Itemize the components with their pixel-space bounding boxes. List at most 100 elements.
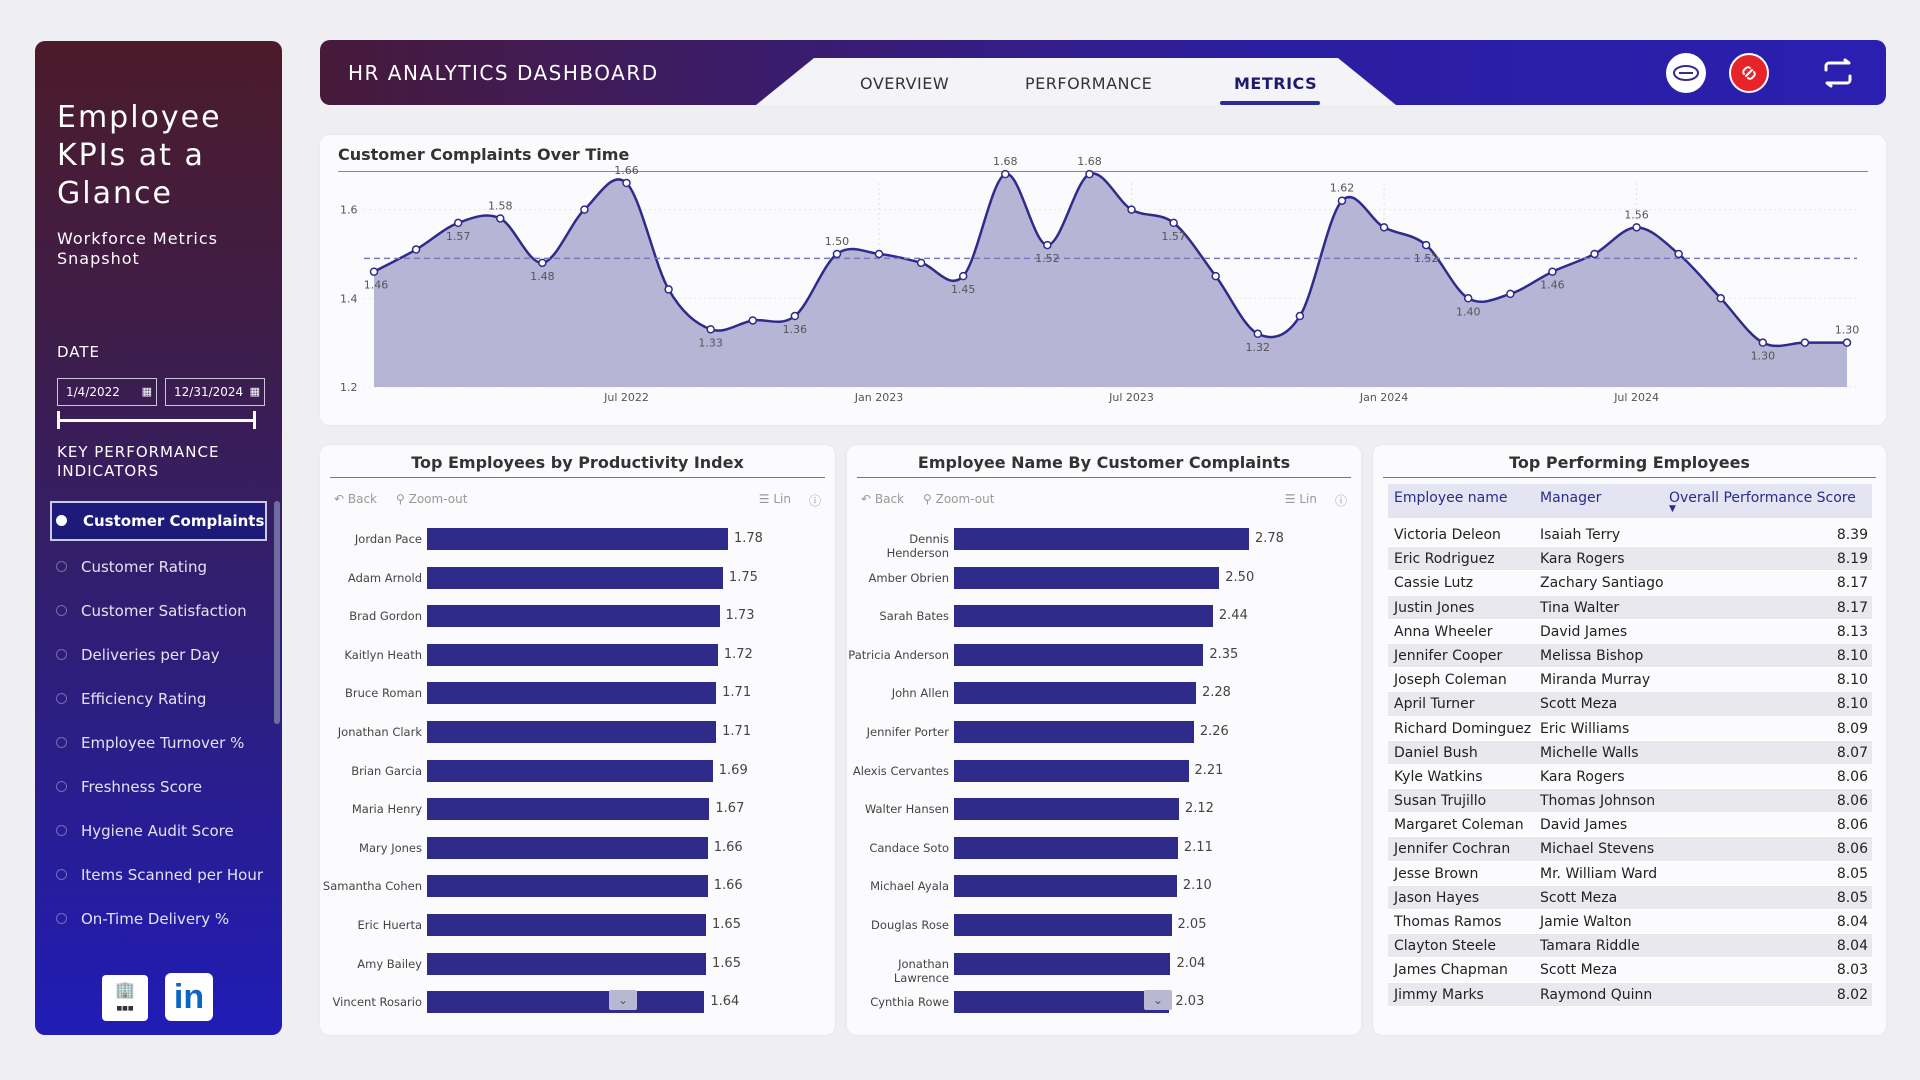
bar[interactable] xyxy=(427,528,728,550)
bar[interactable] xyxy=(954,682,1196,705)
bar-row[interactable]: Bruce Roman 1.71 xyxy=(320,681,835,705)
bar[interactable] xyxy=(954,836,1178,859)
data-point[interactable] xyxy=(1253,329,1263,339)
data-point[interactable] xyxy=(538,258,547,268)
data-point[interactable] xyxy=(748,316,758,325)
table-row[interactable]: Thomas Ramos Jamie Walton 8.04 xyxy=(1388,910,1872,935)
bar-row[interactable]: Jennifer Porter 2.26 xyxy=(847,720,1361,744)
bar-row[interactable]: Jonathan Lawrence 2.04 xyxy=(847,952,1361,985)
kpi-item[interactable]: Deliveries per Day xyxy=(50,633,275,677)
table-row[interactable]: Joseph Coleman Miranda Murray 8.10 xyxy=(1388,668,1872,693)
table-row[interactable]: Susan Trujillo Thomas Johnson 8.06 xyxy=(1388,789,1872,814)
data-point[interactable] xyxy=(1085,169,1094,179)
bar[interactable] xyxy=(427,682,717,705)
data-point[interactable] xyxy=(1590,249,1599,259)
chevron-down-icon[interactable]: ⌄ xyxy=(609,990,637,1010)
bar[interactable] xyxy=(954,528,1249,550)
lin-button[interactable]: ☰ Lin xyxy=(759,492,791,506)
bar-row[interactable]: Samantha Cohen 1.66 xyxy=(320,874,835,898)
table-row[interactable]: Victoria Deleon Isaiah Terry 8.39 xyxy=(1388,523,1872,548)
table-row[interactable]: Jesse Brown Mr. William Ward 8.05 xyxy=(1388,862,1872,886)
data-point[interactable] xyxy=(1379,223,1389,232)
data-point[interactable] xyxy=(874,249,884,259)
data-point[interactable] xyxy=(916,258,926,268)
kpi-item[interactable]: Hygiene Audit Score xyxy=(50,809,275,853)
table-row[interactable]: Eric Rodriguez Kara Rogers 8.19 xyxy=(1388,547,1872,572)
date-calendar-icon[interactable]: ▦ xyxy=(141,385,152,398)
bar[interactable] xyxy=(954,914,1172,936)
data-point[interactable] xyxy=(1716,294,1725,303)
data-point[interactable] xyxy=(1169,218,1178,228)
linkedin-icon[interactable]: in xyxy=(165,973,213,1021)
table-row[interactable]: Cassie Lutz Zachary Santiago 8.17 xyxy=(1388,571,1872,596)
lin-button[interactable]: ☰ Lin xyxy=(1285,492,1317,506)
bar-row[interactable]: Patricia Anderson 2.35 xyxy=(847,643,1361,667)
data-point[interactable] xyxy=(1337,196,1347,205)
data-point[interactable] xyxy=(664,285,673,294)
data-point[interactable] xyxy=(1001,169,1010,179)
bar-row[interactable]: John Allen 2.28 xyxy=(847,681,1361,705)
bar-row[interactable]: Adam Arnold 1.75 xyxy=(320,566,835,590)
badge-icon[interactable] xyxy=(1666,53,1706,93)
bar[interactable] xyxy=(427,875,708,898)
table-row[interactable]: Jimmy Marks Raymond Quinn 8.02 xyxy=(1388,982,1872,1007)
tab-metrics[interactable]: METRICS xyxy=(1234,74,1318,93)
bar-row[interactable]: Sarah Bates 2.44 xyxy=(847,604,1361,628)
data-point[interactable] xyxy=(1674,249,1683,259)
back-button[interactable]: ↶ Back xyxy=(334,492,377,506)
kpi-item[interactable]: Employee Turnover % xyxy=(50,721,275,765)
data-point[interactable] xyxy=(1295,311,1305,321)
table-row[interactable]: April Turner Scott Meza 8.10 xyxy=(1388,692,1872,717)
bar[interactable] xyxy=(954,952,1171,975)
data-point[interactable] xyxy=(958,271,968,281)
brand-logo-icon[interactable]: 🏢 ■■■ xyxy=(102,975,148,1021)
column-header-manager[interactable]: Manager xyxy=(1540,490,1602,506)
kpi-item[interactable]: Freshness Score xyxy=(50,765,275,809)
back-button[interactable]: ↶ Back xyxy=(861,492,904,506)
zoom-out-button[interactable]: ⚲ Zoom-out xyxy=(396,492,467,506)
data-point[interactable] xyxy=(1758,338,1768,347)
bar[interactable] xyxy=(427,759,713,782)
bar-row[interactable]: Amy Bailey 1.65 xyxy=(320,952,835,976)
bar-row[interactable]: Walter Hansen 2.12 xyxy=(847,797,1361,821)
tab-performance[interactable]: PERFORMANCE xyxy=(1025,74,1153,93)
data-point[interactable] xyxy=(1842,338,1852,347)
bar[interactable] xyxy=(427,952,707,975)
data-point[interactable] xyxy=(1632,223,1641,232)
tab-overview[interactable]: OVERVIEW xyxy=(860,74,950,93)
table-row[interactable]: Justin Jones Tina Walter 8.17 xyxy=(1388,595,1872,620)
help-icon[interactable]: ⓘ xyxy=(1334,494,1347,508)
data-point[interactable] xyxy=(1548,267,1557,276)
data-point[interactable] xyxy=(790,311,800,321)
bar[interactable] xyxy=(954,721,1194,743)
kpi-item[interactable]: On-Time Delivery % xyxy=(50,897,275,941)
data-point[interactable] xyxy=(1506,289,1515,299)
bar-row[interactable]: Mary Jones 1.66 xyxy=(320,836,835,860)
table-row[interactable]: Jason Hayes Scott Meza 8.05 xyxy=(1388,885,1872,910)
bar[interactable] xyxy=(427,605,720,628)
table-row[interactable]: Clayton Steele Tamara Riddle 8.04 xyxy=(1388,934,1872,959)
bar-row[interactable]: Douglas Rose 2.05 xyxy=(847,913,1361,937)
bar[interactable] xyxy=(954,798,1179,821)
date-end-input[interactable]: 12/31/2024 ▦ xyxy=(165,378,265,406)
bar-row[interactable]: Vincent Rosario 1.64 xyxy=(320,990,835,1014)
data-point[interactable] xyxy=(1463,294,1473,303)
bar-row[interactable]: Brad Gordon 1.73 xyxy=(320,604,835,628)
data-point[interactable] xyxy=(453,218,463,228)
date-slider-end-handle[interactable] xyxy=(253,411,256,429)
date-calendar-icon[interactable]: ▦ xyxy=(249,385,260,398)
bar-row[interactable]: Jordan Pace 1.78 xyxy=(320,527,835,551)
kpi-item[interactable]: Customer Complaints xyxy=(50,501,267,541)
bar-row[interactable]: Candace Soto 2.11 xyxy=(847,836,1361,860)
column-header-score[interactable]: Overall Performance Score xyxy=(1669,490,1856,506)
bar-row[interactable]: Maria Henry 1.67 xyxy=(320,797,835,821)
bar[interactable] xyxy=(427,721,717,743)
bar-row[interactable]: Kaitlyn Heath 1.72 xyxy=(320,643,835,667)
table-row[interactable]: Margaret Coleman David James 8.06 xyxy=(1388,813,1872,838)
bar-row[interactable]: Amber Obrien 2.50 xyxy=(847,566,1361,590)
bar[interactable] xyxy=(954,566,1220,589)
bar-row[interactable]: Cynthia Rowe 2.03 xyxy=(847,990,1361,1014)
refresh-icon[interactable] xyxy=(1818,53,1858,93)
table-row[interactable]: Anna Wheeler David James 8.13 xyxy=(1388,620,1872,644)
table-row[interactable]: Jennifer Cooper Melissa Bishop 8.10 xyxy=(1388,643,1872,669)
